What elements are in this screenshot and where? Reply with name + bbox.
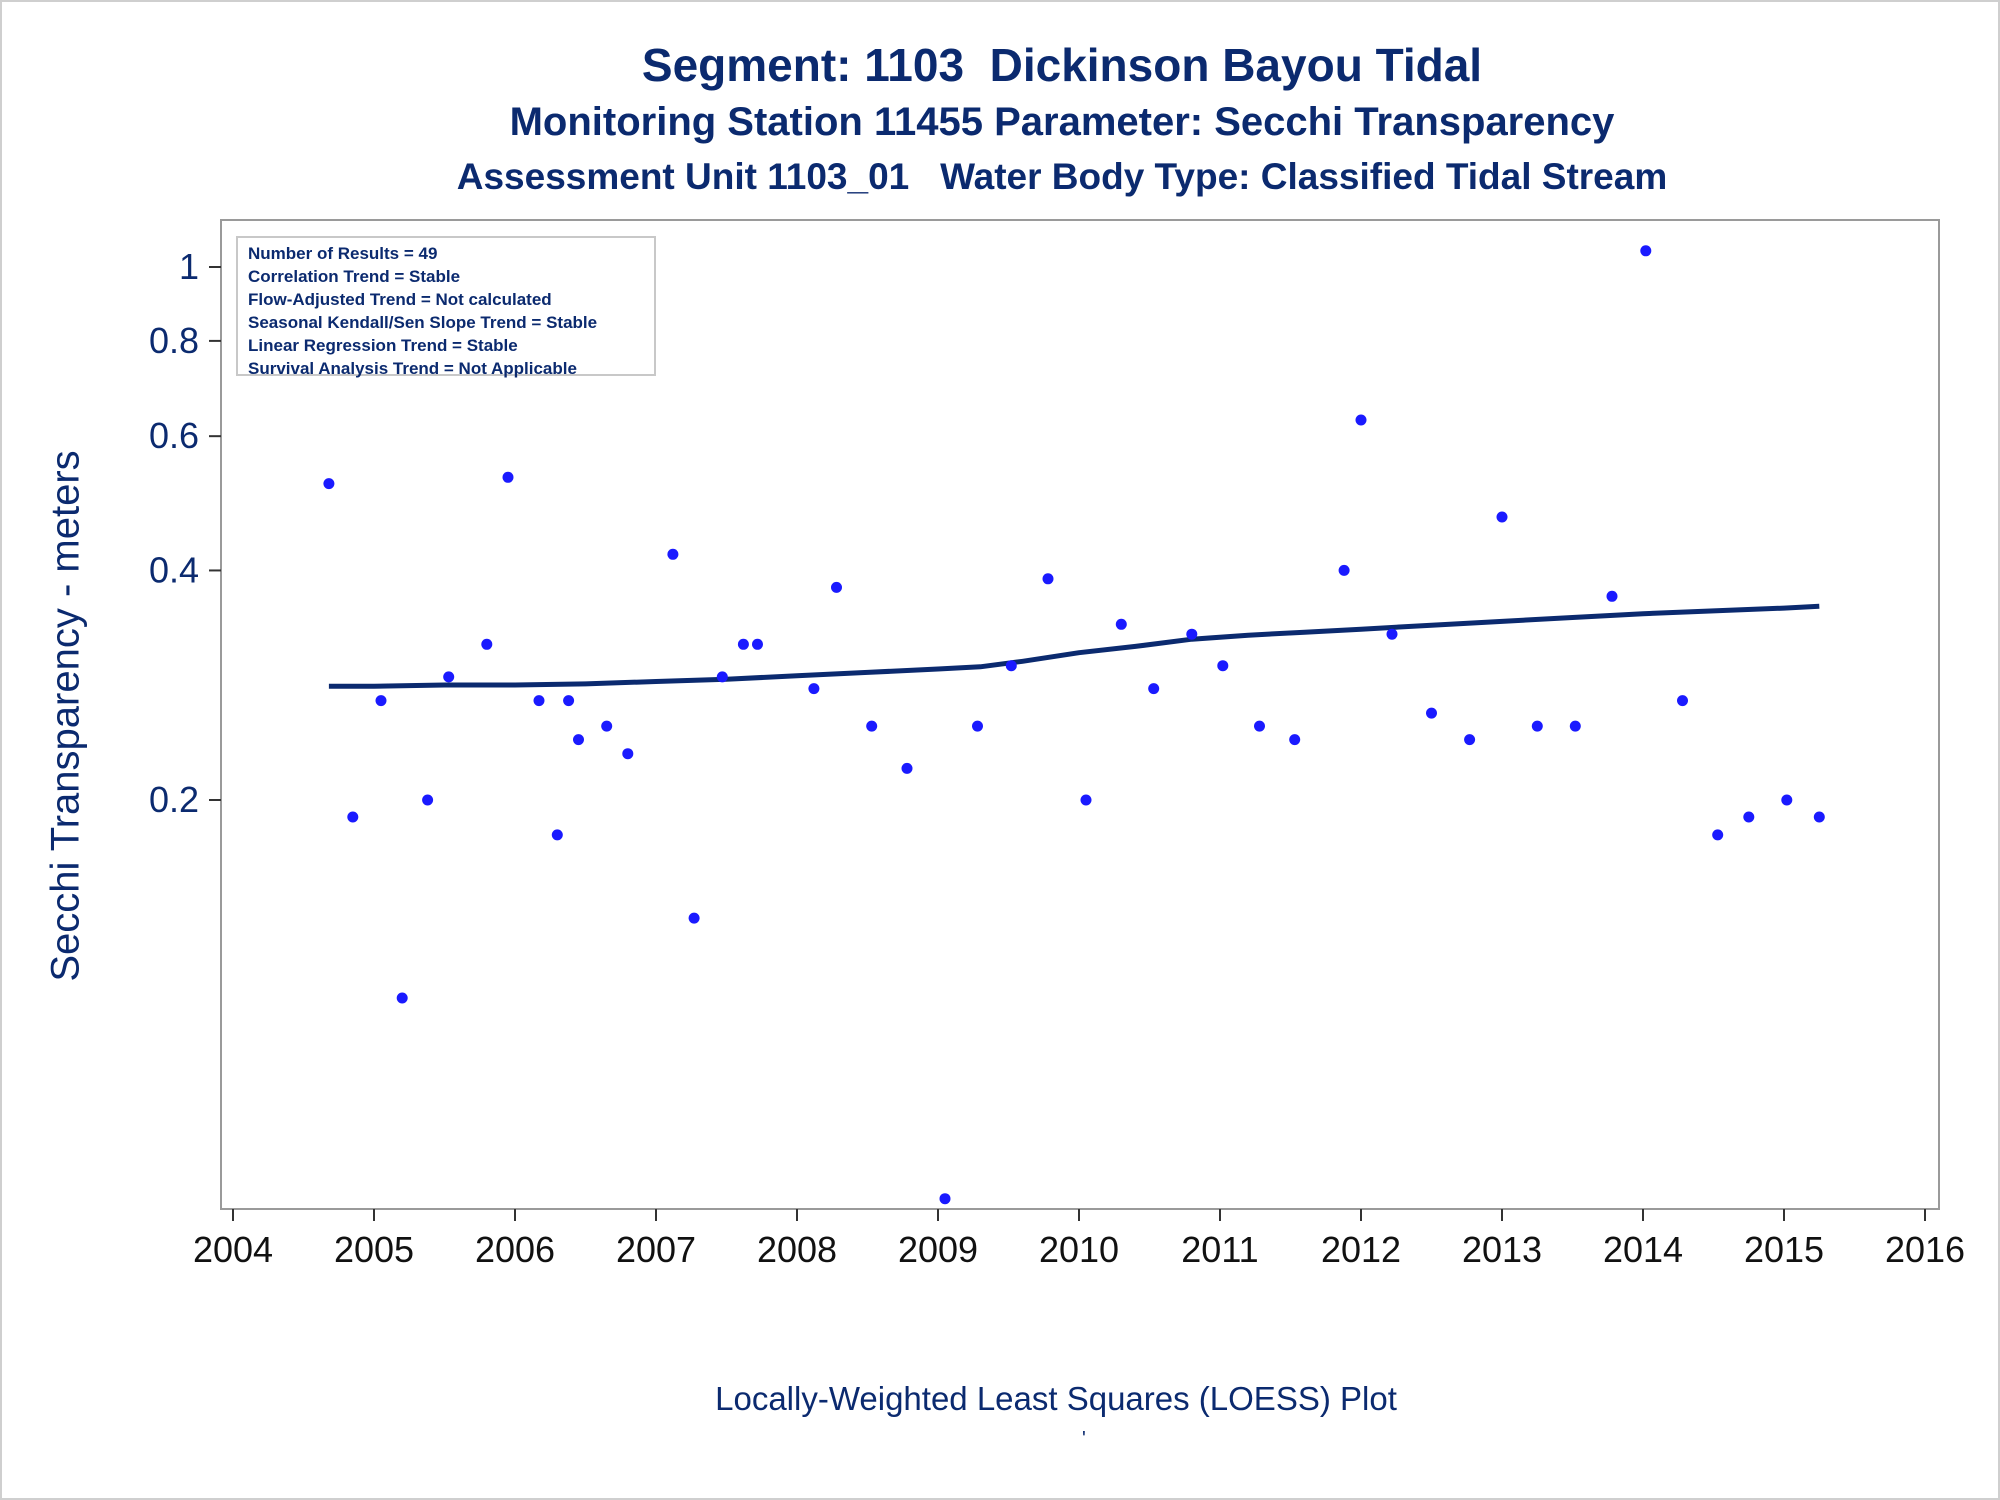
data-point	[737, 638, 749, 650]
data-point	[422, 794, 434, 806]
x-tick-label: 2005	[334, 1229, 414, 1270]
data-point	[1640, 245, 1652, 257]
data-point	[1531, 720, 1543, 732]
data-point	[323, 478, 335, 490]
data-point	[375, 695, 387, 707]
loess-line	[328, 603, 1820, 689]
data-point	[808, 683, 820, 695]
x-tick-label: 2012	[1321, 1229, 1401, 1270]
data-point	[901, 762, 913, 774]
data-point	[1115, 618, 1127, 630]
y-tick-label: 0.6	[149, 415, 199, 456]
data-point	[1289, 734, 1301, 746]
data-point	[502, 471, 514, 483]
x-tick-label: 2006	[475, 1229, 555, 1270]
data-point	[1254, 720, 1265, 732]
data-point	[972, 720, 983, 732]
y-tick-label: 0.8	[149, 320, 199, 361]
y-tick-label: 0.4	[149, 549, 199, 590]
chart-subtitle-assessment: Assessment Unit 1103_01 Water Body Type:…	[456, 156, 1668, 197]
data-point	[573, 734, 584, 746]
data-point	[1426, 707, 1437, 719]
footnote: Locally-Weighted Least Squares (LOESS) P…	[715, 1380, 1397, 1417]
data-point	[1080, 794, 1092, 806]
data-point	[866, 720, 878, 732]
stat-survival-analysis-trend: Survival Analysis Trend = Not Applicable	[248, 359, 577, 378]
data-point	[1338, 564, 1350, 576]
data-point	[1712, 829, 1724, 841]
data-point	[396, 992, 408, 1004]
data-point	[939, 1193, 951, 1205]
stat-linear-regression-trend: Linear Regression Trend = Stable	[248, 336, 518, 355]
x-tick-label: 2011	[1181, 1229, 1258, 1270]
data-point	[563, 695, 575, 707]
x-tick-label: 2007	[616, 1229, 696, 1270]
chart-subtitle-station: Monitoring Station 11455 Parameter: Secc…	[509, 100, 1615, 144]
x-tick-label: 2015	[1744, 1229, 1824, 1270]
data-point	[1148, 683, 1160, 695]
data-point	[1677, 695, 1688, 707]
x-tick-label: 2004	[193, 1229, 273, 1270]
data-point	[1743, 811, 1755, 823]
x-tick-label: 2013	[1462, 1229, 1542, 1270]
data-point	[1781, 794, 1793, 806]
data-point	[1606, 590, 1618, 602]
data-point	[716, 671, 728, 683]
data-point	[752, 638, 763, 650]
x-tick-label: 2010	[1039, 1229, 1119, 1270]
stat-correlation-trend: Correlation Trend = Stable	[248, 267, 461, 286]
data-point	[533, 695, 545, 707]
data-point	[688, 912, 700, 924]
data-point	[1496, 511, 1508, 523]
y-tick-label: 1	[179, 246, 199, 287]
x-tick-label: 2014	[1603, 1229, 1683, 1270]
data-point	[601, 720, 613, 732]
y-axis-label: Secchi Transparency - meters	[43, 450, 88, 982]
data-point	[481, 638, 493, 650]
data-point	[1569, 720, 1581, 732]
stat-number-of-results: Number of Results = 49	[248, 244, 438, 263]
data-point	[347, 811, 359, 823]
y-tick-label: 0.2	[149, 779, 199, 820]
chart-title: Segment: 1103 Dickinson Bayou Tidal	[641, 39, 1483, 91]
x-tick-label: 2016	[1885, 1229, 1965, 1270]
x-tick-label: 2008	[757, 1229, 837, 1270]
x-tick-label: 2009	[898, 1229, 978, 1270]
data-point	[1042, 573, 1054, 585]
data-point	[667, 548, 679, 560]
data-point	[1217, 660, 1229, 672]
data-point	[551, 829, 563, 841]
footnote-mark: '	[1082, 1428, 1086, 1450]
data-point	[622, 748, 634, 760]
data-point	[1386, 628, 1398, 640]
data-point	[1464, 734, 1476, 746]
stat-seasonal-kendall-trend: Seasonal Kendall/Sen Slope Trend = Stabl…	[248, 313, 598, 332]
data-point	[1186, 628, 1198, 640]
data-point	[1813, 811, 1825, 823]
data-point	[443, 671, 455, 683]
data-point	[1005, 660, 1017, 672]
data-point	[1355, 414, 1367, 426]
stat-flow-adjusted-trend: Flow-Adjusted Trend = Not calculated	[248, 290, 552, 309]
statistics-box: Number of Results = 49 Correlation Trend…	[236, 236, 656, 378]
data-point	[831, 581, 842, 593]
